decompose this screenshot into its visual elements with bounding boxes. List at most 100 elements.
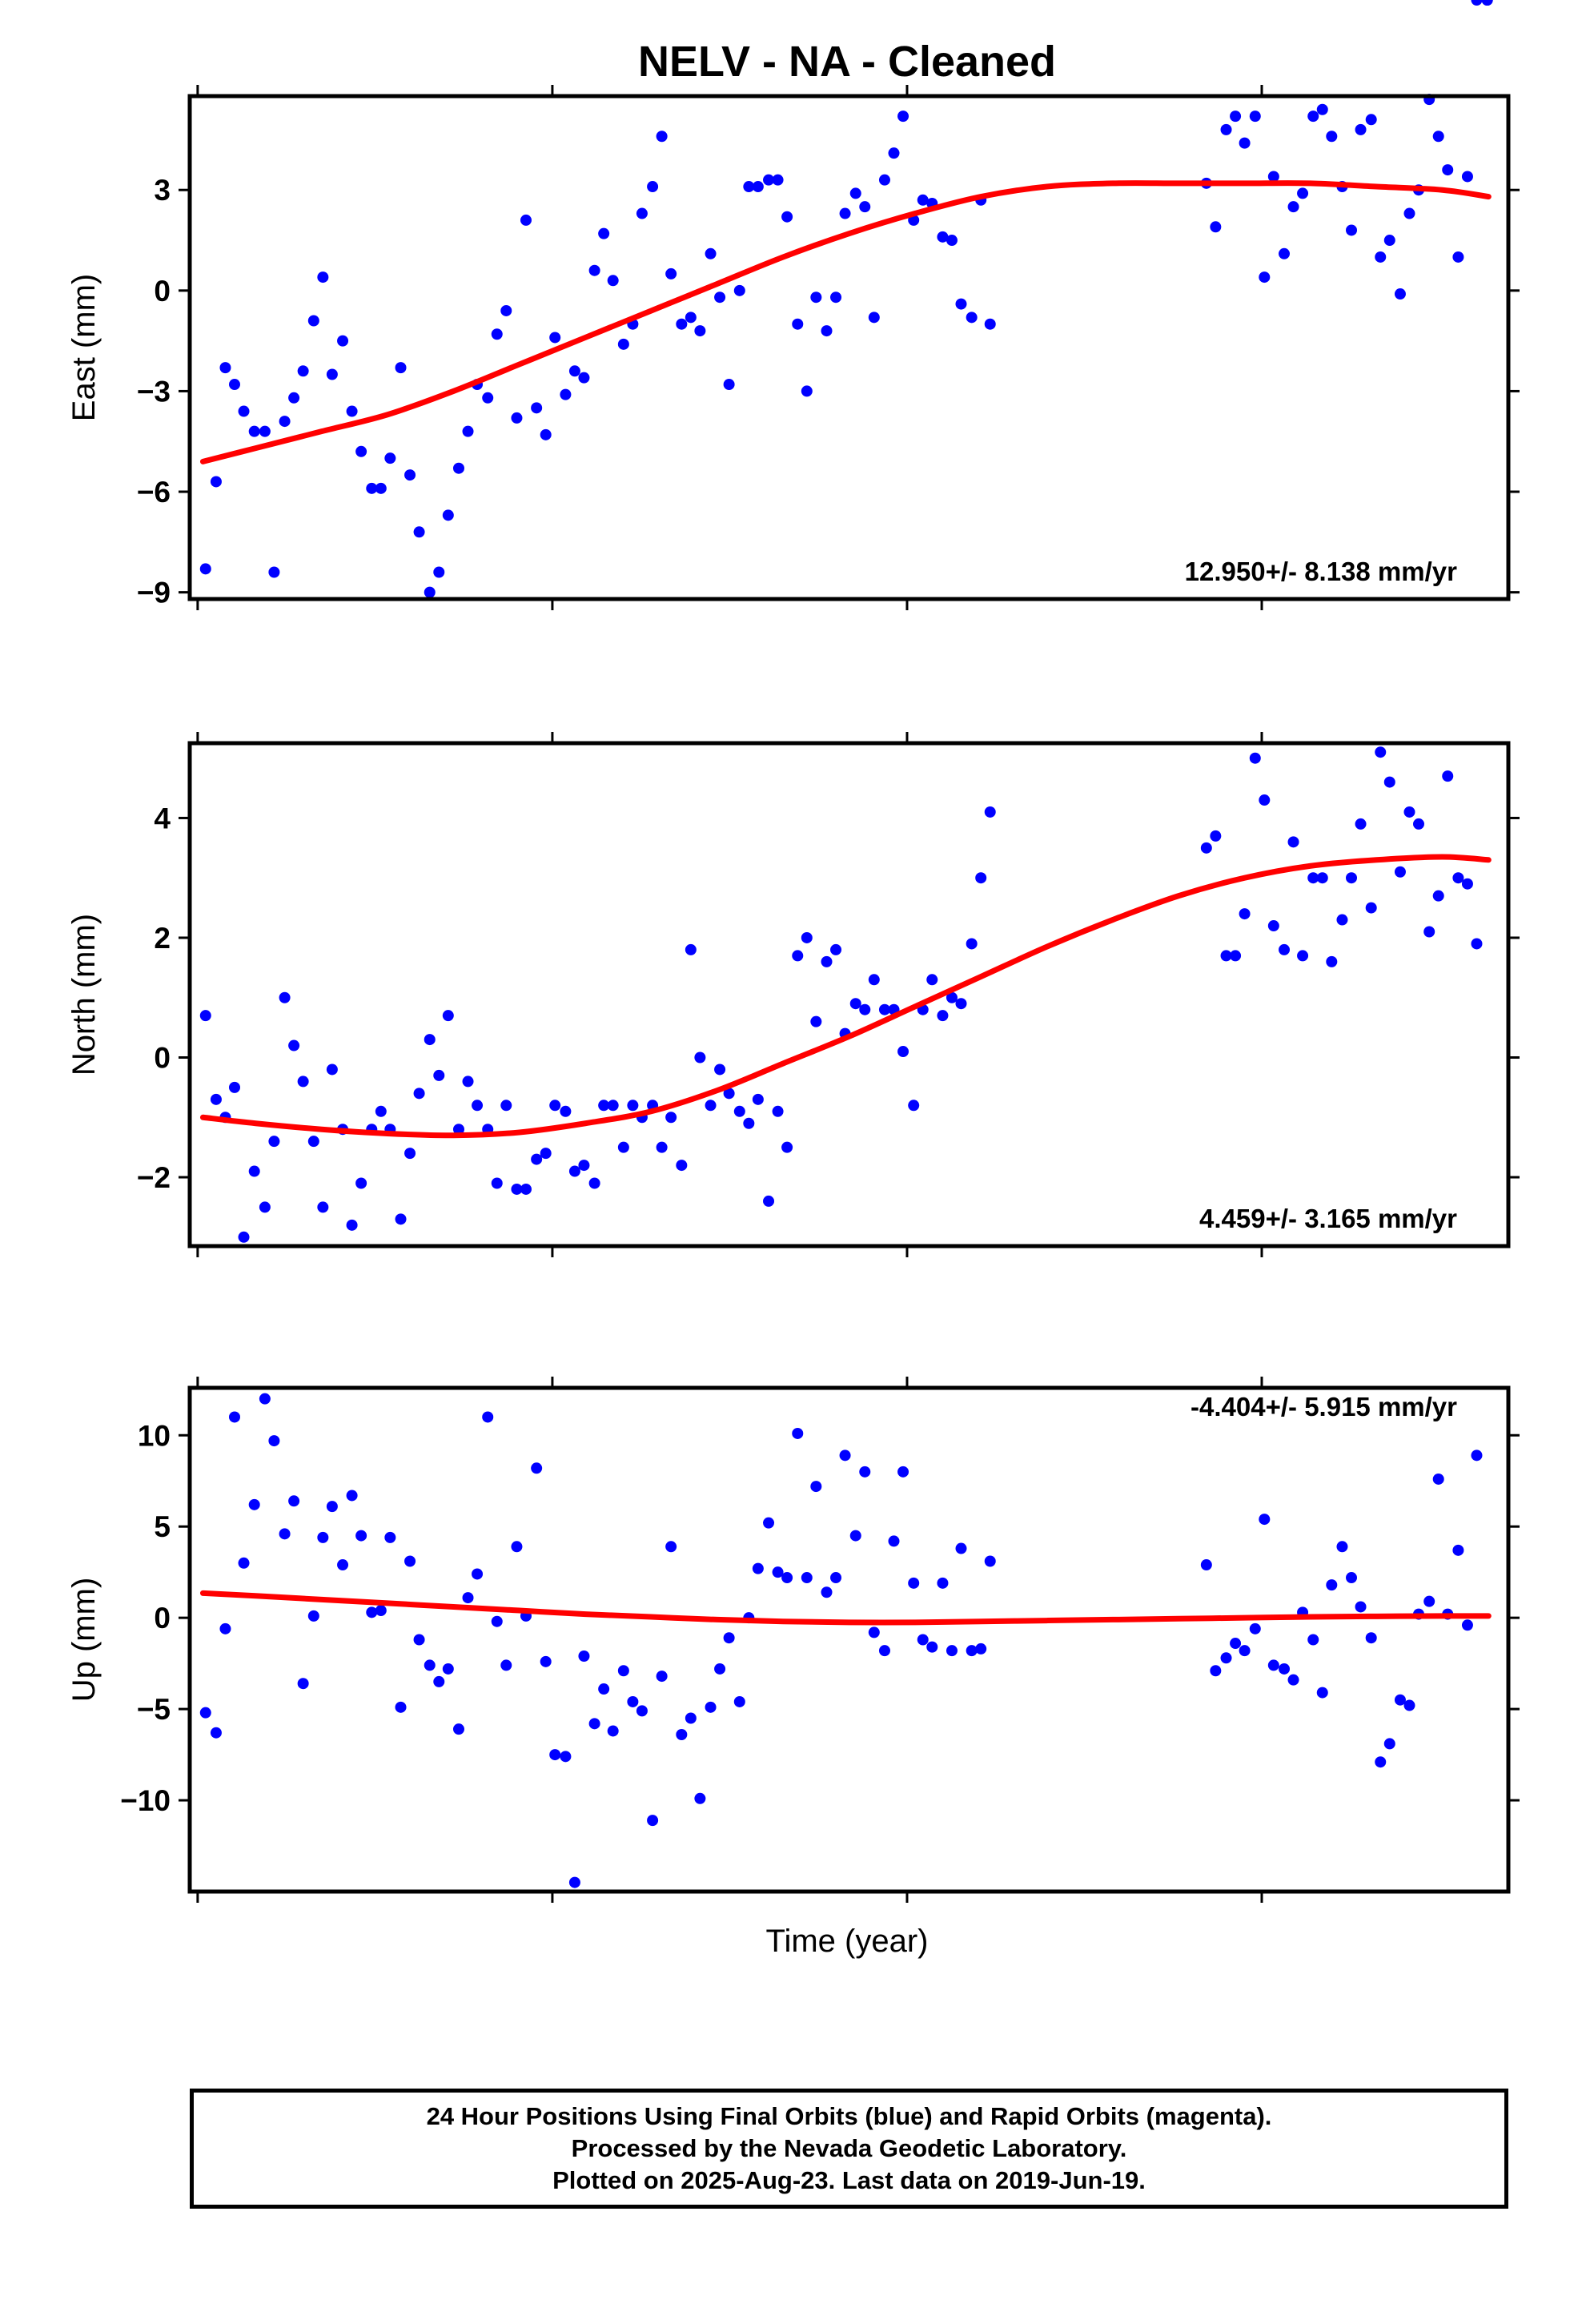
- data-point: [395, 1213, 407, 1225]
- data-point: [1249, 1622, 1261, 1634]
- data-point: [472, 1100, 484, 1112]
- data-point: [1383, 1738, 1395, 1750]
- data-point: [685, 1712, 697, 1724]
- fit-curve: [199, 1590, 1492, 1626]
- chart-title: NELV - NA - Cleaned: [638, 38, 1056, 86]
- data-point: [1355, 818, 1367, 830]
- data-point: [1471, 0, 1483, 6]
- data-point: [1375, 251, 1387, 263]
- data-point: [685, 312, 697, 324]
- data-point: [442, 1010, 454, 1022]
- data-point: [1220, 123, 1232, 135]
- data-point: [888, 147, 900, 159]
- data-point: [500, 304, 512, 316]
- data-point: [937, 1577, 949, 1589]
- data-point: [705, 1100, 717, 1112]
- data-point: [279, 416, 291, 428]
- data-point: [578, 1160, 590, 1172]
- data-point: [937, 231, 949, 243]
- data-point: [772, 174, 784, 186]
- data-point: [1210, 1665, 1222, 1677]
- data-point: [955, 998, 967, 1010]
- y-tick-label: −3: [137, 375, 171, 408]
- data-point: [560, 1105, 572, 1117]
- data-point: [219, 362, 231, 374]
- data-point: [1452, 251, 1464, 263]
- data-point: [288, 1039, 300, 1051]
- data-point: [1346, 224, 1358, 236]
- y-tick-label: 0: [154, 1602, 171, 1634]
- data-point: [656, 1141, 668, 1153]
- data-point: [1287, 201, 1299, 213]
- data-point: [520, 214, 532, 226]
- data-point: [531, 1153, 543, 1165]
- data-point: [839, 207, 851, 219]
- data-point: [1471, 938, 1483, 950]
- data-point: [1394, 1694, 1406, 1706]
- data-point: [199, 563, 211, 575]
- data-point: [228, 1411, 240, 1423]
- data-point: [452, 1124, 464, 1136]
- data-point: [849, 187, 861, 199]
- data-point: [810, 1015, 822, 1027]
- fit-curve: [199, 854, 1492, 1139]
- y-tick-label: 3: [154, 174, 171, 207]
- data-point: [549, 1749, 561, 1761]
- data-point: [1230, 111, 1242, 123]
- data-point: [259, 1201, 271, 1213]
- data-point: [531, 1462, 543, 1474]
- data-point: [821, 325, 833, 337]
- data-point: [897, 1466, 909, 1478]
- data-point: [723, 1088, 735, 1100]
- data-point: [540, 1148, 552, 1160]
- data-point: [955, 1542, 967, 1554]
- data-point: [326, 1501, 338, 1513]
- data-point: [888, 1535, 900, 1547]
- data-point: [395, 1701, 407, 1713]
- data-point: [781, 1141, 793, 1153]
- data-point: [830, 943, 842, 955]
- data-point: [1267, 920, 1279, 932]
- data-point: [210, 476, 222, 488]
- data-point: [1307, 872, 1319, 884]
- data-point: [792, 950, 804, 962]
- data-point: [288, 1495, 300, 1507]
- panel-1: −9 −6 −3 0 3 East (mm) 12.950+/- 8.138 mm/yr: [66, 0, 1520, 610]
- data-point: [1267, 171, 1279, 183]
- data-point: [491, 328, 503, 340]
- data-point: [326, 1063, 338, 1076]
- y-tick-label: −5: [137, 1693, 171, 1726]
- rate-label: 12.950+/- 8.138 mm/yr: [1185, 557, 1457, 586]
- data-point: [413, 526, 425, 538]
- data-point: [482, 1411, 494, 1423]
- data-point: [821, 955, 833, 967]
- data-point: [540, 1655, 552, 1667]
- data-point: [1394, 866, 1406, 878]
- footer-box: 24 Hour Positions Using Final Orbits (bl…: [190, 2089, 1508, 2209]
- data-point: [317, 1531, 329, 1543]
- data-point: [1423, 926, 1435, 938]
- data-point: [763, 1195, 775, 1207]
- data-point: [404, 1148, 416, 1160]
- data-point: [1346, 1572, 1358, 1584]
- data-point: [617, 1665, 629, 1677]
- data-point: [248, 425, 260, 437]
- data-point: [268, 1435, 280, 1447]
- data-point: [560, 1751, 572, 1763]
- data-point: [1239, 908, 1251, 920]
- data-point: [346, 1219, 358, 1231]
- data-point: [1365, 1632, 1377, 1644]
- footer-line-3: Plotted on 2025-Aug-23. Last data on 201…: [552, 2166, 1146, 2194]
- data-point: [549, 1100, 561, 1112]
- data-point: [1316, 872, 1328, 884]
- data-point: [1230, 1638, 1242, 1650]
- data-point: [268, 566, 280, 578]
- data-point: [665, 1541, 677, 1553]
- data-point: [1307, 111, 1319, 123]
- data-point: [268, 1136, 280, 1148]
- data-point: [259, 1393, 271, 1405]
- data-point: [424, 586, 436, 598]
- data-point: [617, 338, 629, 350]
- data-point: [984, 318, 996, 330]
